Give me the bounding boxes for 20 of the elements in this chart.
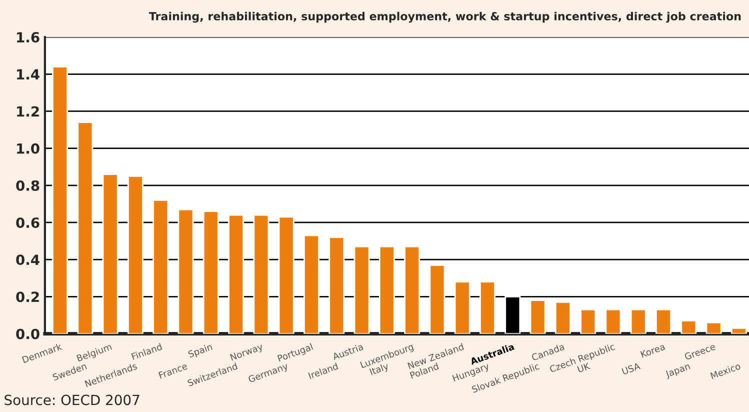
x-tick-label: Canada (531, 343, 565, 361)
x-tick-label: Spain (188, 343, 214, 360)
x-tick-label: USA (622, 362, 641, 375)
y-tick-label: 0.6 (16, 217, 40, 228)
y-tick-label: 1.6 (17, 32, 40, 43)
y-tick-label: 1.4 (17, 69, 40, 80)
x-tick-label: Korea (640, 343, 666, 358)
y-tick-label: 1.0 (17, 143, 40, 154)
x-tick-label: Mexico (710, 362, 741, 380)
x-tick-label: Greece (684, 343, 716, 360)
x-tick-label: Japan (664, 362, 691, 380)
source-note: Source: OECD 2007 (4, 394, 140, 406)
x-tick-label: France (158, 362, 188, 379)
chart-title: Training, rehabilitation, supported employment, work & startup incentives, direct job creation (148, 12, 741, 23)
x-tick-label: UK (577, 362, 591, 373)
y-tick-label: 1.2 (17, 106, 39, 117)
y-tick-label: 0.4 (16, 254, 40, 266)
y-tick-label: 0.0 (16, 328, 40, 340)
y-tick-label: 0.8 (16, 180, 40, 191)
y-tick-label: 0.2 (16, 292, 39, 302)
